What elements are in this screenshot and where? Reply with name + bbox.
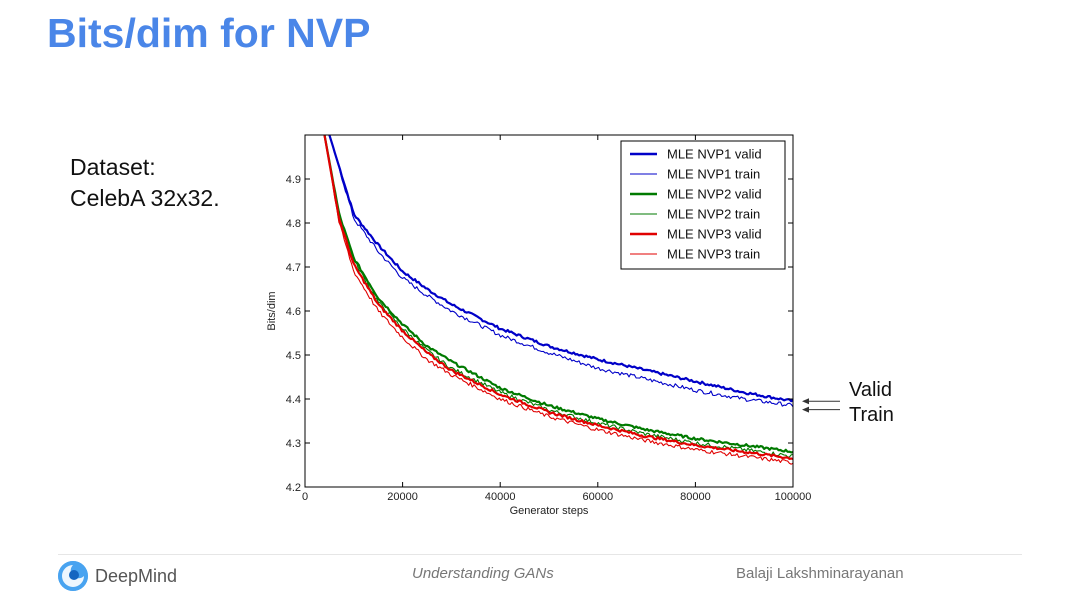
y-tick-label: 4.9 (286, 174, 301, 186)
dataset-value: CelebA 32x32. (70, 185, 220, 211)
legend-entry: MLE NVP3 valid (667, 227, 762, 242)
legend: MLE NVP1 valid MLE NVP1 train MLE NVP2 val… (620, 140, 786, 270)
train-annotation: Train (849, 404, 894, 426)
legend-entry: MLE NVP2 valid (667, 187, 762, 202)
y-tick-label: 4.8 (286, 218, 301, 230)
dataset-description: Dataset: CelebA 32x32. (70, 152, 220, 214)
x-tick-label: 40000 (485, 491, 516, 503)
valid-annotation: Valid (849, 379, 892, 401)
y-tick-label: 4.3 (286, 438, 301, 450)
series-line-mle-nvp3-train (323, 135, 793, 465)
deepmind-logo: DeepMind (57, 560, 177, 592)
train-arrow-head (802, 406, 809, 413)
legend-entry: MLE NVP1 valid (667, 147, 762, 162)
series-lines (323, 135, 793, 465)
author-name: Balaji Lakshminarayanan (736, 565, 904, 582)
y-tick-label: 4.7 (286, 262, 301, 274)
x-tick-label: 100000 (775, 491, 812, 503)
y-tick-label: 4.4 (286, 394, 301, 406)
axes: 0 20000 40000 60000 80000 100000 4.2 4.3 4.4 4.5 4… (266, 134, 812, 517)
legend-box (620, 140, 786, 270)
dataset-label: Dataset: (70, 154, 156, 180)
brand-name: DeepMind (95, 565, 178, 586)
legend-entry: MLE NVP3 train (667, 247, 760, 262)
series-line-mle-nvp2-valid (323, 135, 793, 454)
y-tick-label: 4.2 (286, 482, 301, 494)
series-line-mle-nvp3-valid (323, 135, 793, 461)
x-tick-label: 80000 (680, 491, 711, 503)
valid-arrow-head (802, 398, 809, 405)
y-tick-label: 4.5 (286, 350, 301, 362)
annotation-arrows (802, 398, 840, 413)
y-axis-label: Bits/dim (266, 291, 278, 330)
talk-title: Understanding GANs (412, 565, 554, 582)
y-tick-label: 4.6 (286, 306, 301, 318)
x-tick-label: 60000 (583, 491, 614, 503)
legend-entry: MLE NVP2 train (667, 207, 760, 222)
footer-divider (58, 554, 1022, 555)
x-tick-label: 0 (302, 491, 308, 503)
x-axis-label: Generator steps (510, 505, 589, 517)
series-line-mle-nvp1-valid (328, 135, 793, 403)
deepmind-logo-icon (58, 561, 88, 591)
series-line-mle-nvp1-train (328, 135, 793, 408)
x-tick-label: 20000 (387, 491, 418, 503)
legend-entry: MLE NVP1 train (667, 167, 760, 182)
slide-title: Bits/dim for NVP (47, 10, 371, 56)
